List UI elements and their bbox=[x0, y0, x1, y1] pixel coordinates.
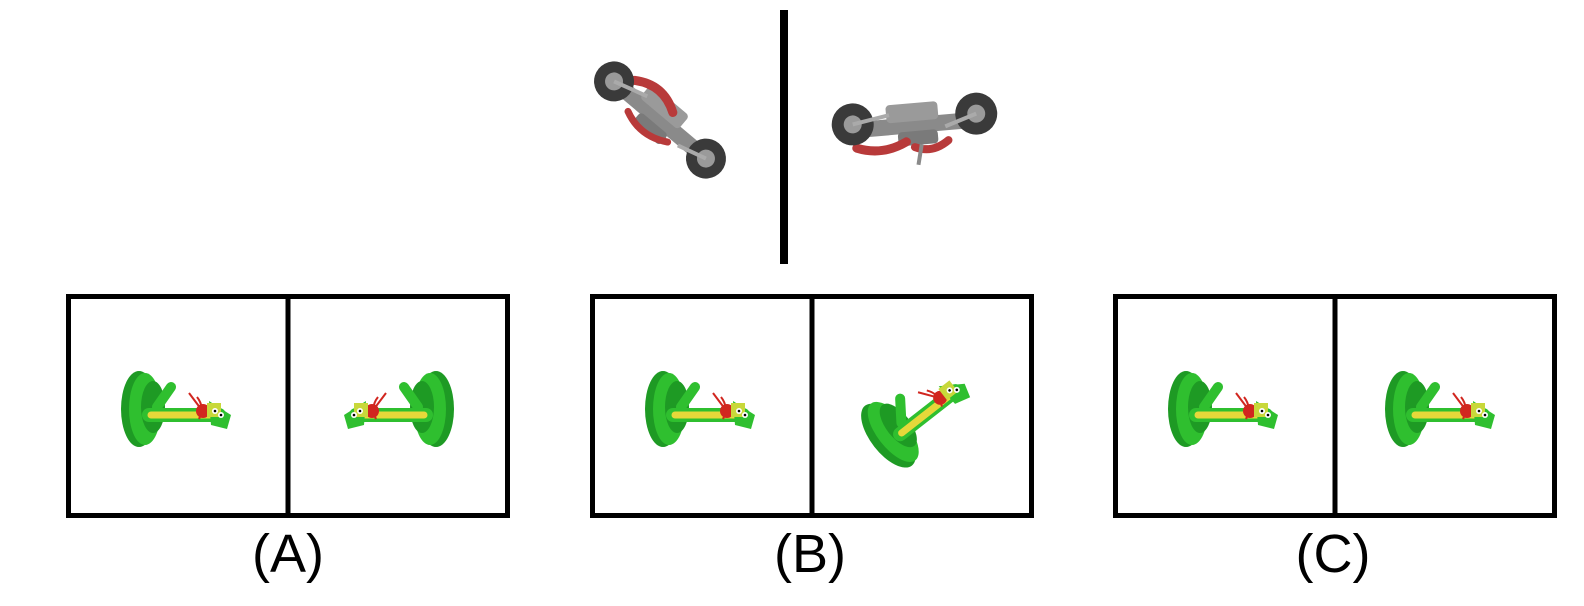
option-c-panel[interactable] bbox=[1113, 294, 1557, 518]
option-a-panel[interactable] bbox=[66, 294, 510, 518]
option-b-left-cell bbox=[595, 299, 812, 513]
option-a-label: (A) bbox=[252, 524, 324, 584]
snake-toy-icon bbox=[595, 299, 812, 513]
option-b-right-cell bbox=[812, 299, 1029, 513]
motorcycle-level-icon bbox=[831, 92, 998, 166]
option-c-divider bbox=[1332, 299, 1338, 513]
motorcycle-rotated-icon bbox=[594, 61, 726, 179]
option-a-left-cell bbox=[71, 299, 288, 513]
option-b-divider bbox=[809, 299, 815, 513]
option-b-label: (B) bbox=[774, 524, 846, 584]
reference-right-motorcycle bbox=[830, 80, 1000, 190]
snake-toy-icon bbox=[1335, 299, 1552, 513]
reference-left-motorcycle bbox=[580, 50, 740, 190]
reference-divider bbox=[780, 10, 788, 264]
snake-toy-icon bbox=[71, 299, 288, 513]
option-b-panel[interactable] bbox=[590, 294, 1034, 518]
snake-toy-mirrored-icon bbox=[288, 299, 505, 513]
option-c-label: (C) bbox=[1295, 524, 1371, 584]
option-c-right-cell bbox=[1335, 299, 1552, 513]
option-c-left-cell bbox=[1118, 299, 1335, 513]
option-a-divider bbox=[285, 299, 291, 513]
option-a-right-cell bbox=[288, 299, 505, 513]
snake-toy-tilted-icon bbox=[812, 299, 1029, 513]
snake-toy-icon bbox=[1118, 299, 1335, 513]
